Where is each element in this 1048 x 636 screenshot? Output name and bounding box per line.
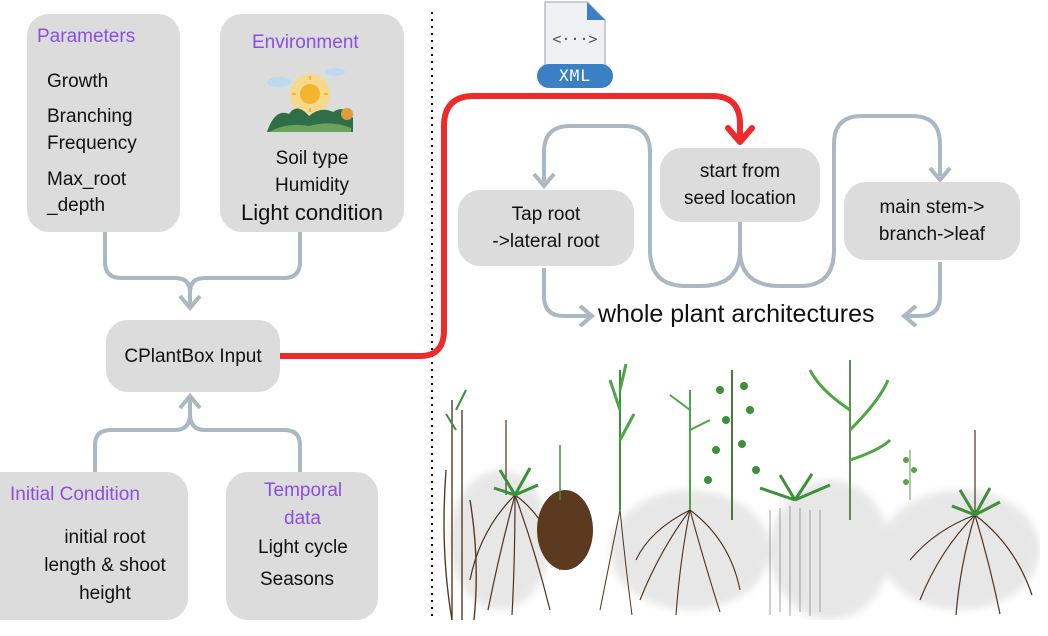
stem-to-whole <box>906 262 942 318</box>
temporal-title-line2: data <box>284 508 321 529</box>
environment-item: Humidity <box>275 175 349 196</box>
xml-flow-arrowhead <box>725 125 755 145</box>
parameters-item: Growth <box>47 71 109 92</box>
plant-1-leaves <box>445 389 467 431</box>
plant-4-roots <box>599 509 633 616</box>
initial-item: length & shoot <box>44 555 166 576</box>
arrowhead-stem <box>928 166 952 184</box>
plant-6-leaves <box>704 382 760 484</box>
initial-item: height <box>79 583 131 604</box>
plant-10-roots <box>909 430 1033 616</box>
parameters-item: Frequency <box>47 133 137 154</box>
code-glyph: <···> <box>552 30 598 48</box>
initial-condition-box: Initial Condition initial root length & … <box>0 472 188 620</box>
plant-architectures-image <box>443 360 1040 620</box>
taproot-to-whole <box>542 268 590 318</box>
initial-condition-title: Initial Condition <box>10 484 140 505</box>
stem-line2: branch->leaf <box>878 224 986 245</box>
plant-1 <box>443 400 477 620</box>
landscape-sun-icon <box>267 68 353 132</box>
parameters-item: Branching <box>47 106 133 127</box>
connector-initial <box>93 398 192 472</box>
arrowhead-whole-left <box>578 304 596 328</box>
xml-badge: XML <box>537 64 613 88</box>
taproot-line2: ->lateral root <box>492 231 600 252</box>
connector-temporal <box>188 413 302 472</box>
xml-flow-path <box>277 93 743 359</box>
connector-parameters <box>103 232 192 305</box>
stem-line1: main stem-> <box>879 197 985 218</box>
seed-location-box: start from seed location <box>660 148 820 222</box>
loop-to-taproot <box>542 124 742 288</box>
arrowhead-to-input-bottom <box>178 392 202 410</box>
temporal-title-line1: Temporal <box>264 480 343 501</box>
taproot-box: Tap root ->lateral root <box>458 190 634 266</box>
environment-item: Light condition <box>241 200 383 225</box>
whole-plant-label: whole plant architectures <box>598 300 875 328</box>
cplantbox-input-label: CPlantBox Input <box>124 345 262 367</box>
plant-2-leaves <box>493 467 539 497</box>
plant-5-shoot <box>669 390 711 510</box>
temporal-data-box: Temporal data Light cycle Seasons <box>226 472 378 620</box>
connector-environment <box>188 232 302 293</box>
main-stem-box: main stem-> branch->leaf <box>844 182 1020 260</box>
temporal-item: Light cycle <box>258 537 348 558</box>
plant-10-leaves <box>951 487 1001 517</box>
plant-9-leaves <box>903 457 917 485</box>
xml-file-icon: <···> XML <box>535 0 615 90</box>
environment-title: Environment <box>252 32 359 53</box>
plant-7-roots <box>769 506 821 616</box>
temporal-item: Seasons <box>260 569 334 590</box>
cplantbox-input-box: CPlantBox Input <box>106 320 280 392</box>
plant-3-root-mass <box>537 490 593 570</box>
parameters-item: _depth <box>47 195 106 216</box>
arrowhead-whole-right <box>900 304 918 328</box>
taproot-line1: Tap root <box>511 204 581 225</box>
plant-5-roots <box>635 509 741 616</box>
seed-line2: seed location <box>684 188 796 209</box>
loop-to-stem <box>738 114 942 288</box>
arrowhead-to-input <box>178 294 202 312</box>
environment-box: Environment Soil type Humidity Light con… <box>220 14 404 232</box>
environment-item: Soil type <box>275 148 349 169</box>
parameters-box: Parameters Growth Branching Frequency Ma… <box>27 14 180 232</box>
parameters-title: Parameters <box>37 26 136 47</box>
plant-8-leaves <box>808 369 892 462</box>
plant-4-leaves <box>608 363 636 441</box>
arrowhead-taproot <box>532 172 556 190</box>
plant-7-leaves <box>759 473 831 502</box>
parameters-item: Max_root <box>47 169 127 190</box>
initial-item: initial root <box>64 527 146 548</box>
seed-line1: start from <box>699 161 781 182</box>
